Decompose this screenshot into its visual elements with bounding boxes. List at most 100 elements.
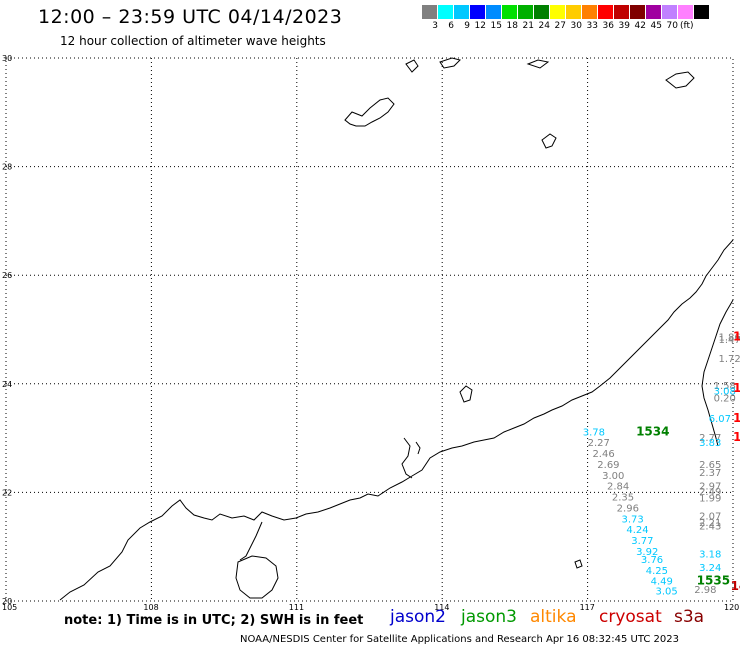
satellite-legend-s3a: s3a (674, 607, 705, 627)
wave-height-value: 3.77 (631, 536, 653, 547)
latitude-labels: 30 28 26 24 22 20 (2, 54, 12, 606)
wave-height-value: 2.65 (699, 460, 721, 471)
latitude-label: 26 (2, 271, 12, 280)
color-scale-label: 6 (448, 21, 454, 31)
wave-height-value: 2.97 (699, 482, 721, 493)
pass-time-label: 1535 (697, 574, 730, 588)
pass-time-label: 142 (733, 430, 740, 444)
color-scale-label: 45 (650, 21, 662, 31)
satellite-legend-jason3: jason3 (461, 607, 517, 627)
wave-height-value: 3.05 (655, 586, 677, 597)
wave-height-observations: 1.861.47 1.72 1.583.080.20 6.07 2.773.83 2.65… (583, 332, 740, 597)
color-scale-cell (550, 5, 566, 19)
satellite-legend-jason2: jason2 (390, 607, 446, 627)
wave-height-value: 4.25 (646, 566, 668, 577)
map-subtitle: 12 hour collection of altimeter wave hei… (60, 34, 326, 48)
color-scale-cell (582, 5, 598, 19)
latitude-label: 28 (2, 163, 12, 172)
satellite-legend-altika: altika (530, 607, 577, 627)
color-scale-label: 21 (522, 21, 534, 31)
footnote: note: 1) Time is in UTC; 2) SWH is in fe… (64, 613, 364, 628)
satellite-pass-times: 1534 15351427 14 142 142 142 (636, 329, 740, 593)
color-scale-cell (454, 5, 470, 19)
wave-height-value: 3.73 (622, 514, 644, 525)
longitude-label: 108 (143, 603, 158, 610)
color-scale-label: 30 (570, 21, 582, 31)
color-scale-cell (566, 5, 582, 19)
color-scale-label: 33 (586, 21, 598, 31)
color-scale-cell (646, 5, 662, 19)
wave-height-value: 2.49 (699, 487, 721, 498)
wave-height-value: 3.00 (602, 471, 624, 482)
longitude-label: 111 (289, 603, 304, 610)
wave-height-value: 2.07 (699, 512, 721, 523)
color-scale-cell (678, 5, 694, 19)
wave-height-value: 3.78 (583, 427, 605, 438)
pass-time-label: 142 (733, 411, 740, 425)
wave-height-value: 1.47 (718, 335, 740, 346)
latitude-label: 22 (2, 488, 12, 497)
wave-height-value: 0.20 (714, 394, 736, 405)
color-scale-label: 18 (506, 21, 518, 31)
color-scale-label: 24 (538, 21, 550, 31)
color-scale-cell (422, 5, 438, 19)
wave-height-value: 3.92 (636, 547, 658, 558)
color-scale-label: 9 (464, 21, 470, 31)
wave-height-value: 2.43 (699, 521, 721, 532)
wave-height-value: 3.18 (699, 550, 721, 561)
wave-height-value: 2.77 (699, 433, 721, 444)
map-frame (5, 57, 734, 602)
color-scale-label: 27 (554, 21, 566, 31)
color-scale-label: 39 (618, 21, 630, 31)
wave-height-value: 3.24 (699, 563, 721, 574)
wave-height-value: 2.84 (607, 482, 629, 493)
wave-height-value: 4.49 (651, 577, 673, 588)
color-scale-cell (534, 5, 550, 19)
pass-time-label: 1427 (731, 579, 740, 593)
color-scale-cell (438, 5, 454, 19)
wave-height-value: 2.27 (588, 438, 610, 449)
latitude-label: 30 (2, 54, 12, 63)
pass-time-label: 142 (733, 381, 740, 395)
color-scale-label: 70 (666, 21, 678, 31)
color-scale-cell (598, 5, 614, 19)
color-scale-cell (630, 5, 646, 19)
wave-height-map: 30 28 26 24 22 20 105 108 111 114 117 120 1.861.47… (2, 54, 740, 610)
wave-height-value: 6.07 (709, 414, 731, 425)
wave-height-value: 3.76 (641, 555, 663, 566)
wave-height-value: 2.35 (612, 493, 634, 504)
wave-height-value: 2.46 (592, 449, 614, 460)
longitude-label: 114 (434, 603, 449, 610)
wave-height-value: 3.83 (699, 438, 721, 449)
map-title: 12:00 – 23:59 UTC 04/14/2023 (38, 6, 343, 28)
color-scale-cell (486, 5, 502, 19)
color-scale-labels: 3 6 9 12 15 18 21 24 27 30 33 36 39 42 45 70 (ft) (422, 21, 710, 31)
color-scale-label: 42 (634, 21, 646, 31)
wave-height-value: 1.99 (699, 494, 721, 505)
wave-height-value: 3.08 (714, 387, 736, 398)
color-scale-cell (502, 5, 518, 19)
color-scale-cell (614, 5, 630, 19)
wave-height-value: 2.21 (699, 518, 721, 529)
latitude-label: 20 (2, 597, 12, 606)
wave-height-value: 1.58 (714, 381, 736, 392)
color-scale-label: 36 (602, 21, 614, 31)
credit-line: NOAA/NESDIS Center for Satellite Applica… (240, 634, 679, 645)
wave-height-value: 2.37 (699, 468, 721, 479)
wave-height-value: 1.72 (718, 354, 740, 365)
longitude-label: 105 (2, 603, 17, 610)
color-scale-cell (662, 5, 678, 19)
color-scale-cell (694, 5, 710, 19)
longitude-labels: 105 108 111 114 117 120 (2, 603, 739, 610)
color-scale-label: 3 (432, 21, 438, 31)
wave-height-value: 2.96 (617, 503, 639, 514)
graticule (6, 58, 733, 601)
color-scale-label: (ft) (680, 21, 694, 31)
pass-time-label: 1534 (636, 424, 669, 438)
wave-height-value: 4.24 (626, 525, 648, 536)
latitude-label: 24 (2, 380, 12, 389)
coastline (59, 57, 734, 601)
longitude-label: 117 (580, 603, 595, 610)
color-scale-bar (422, 5, 710, 19)
pass-time-label: 14 (733, 329, 740, 343)
